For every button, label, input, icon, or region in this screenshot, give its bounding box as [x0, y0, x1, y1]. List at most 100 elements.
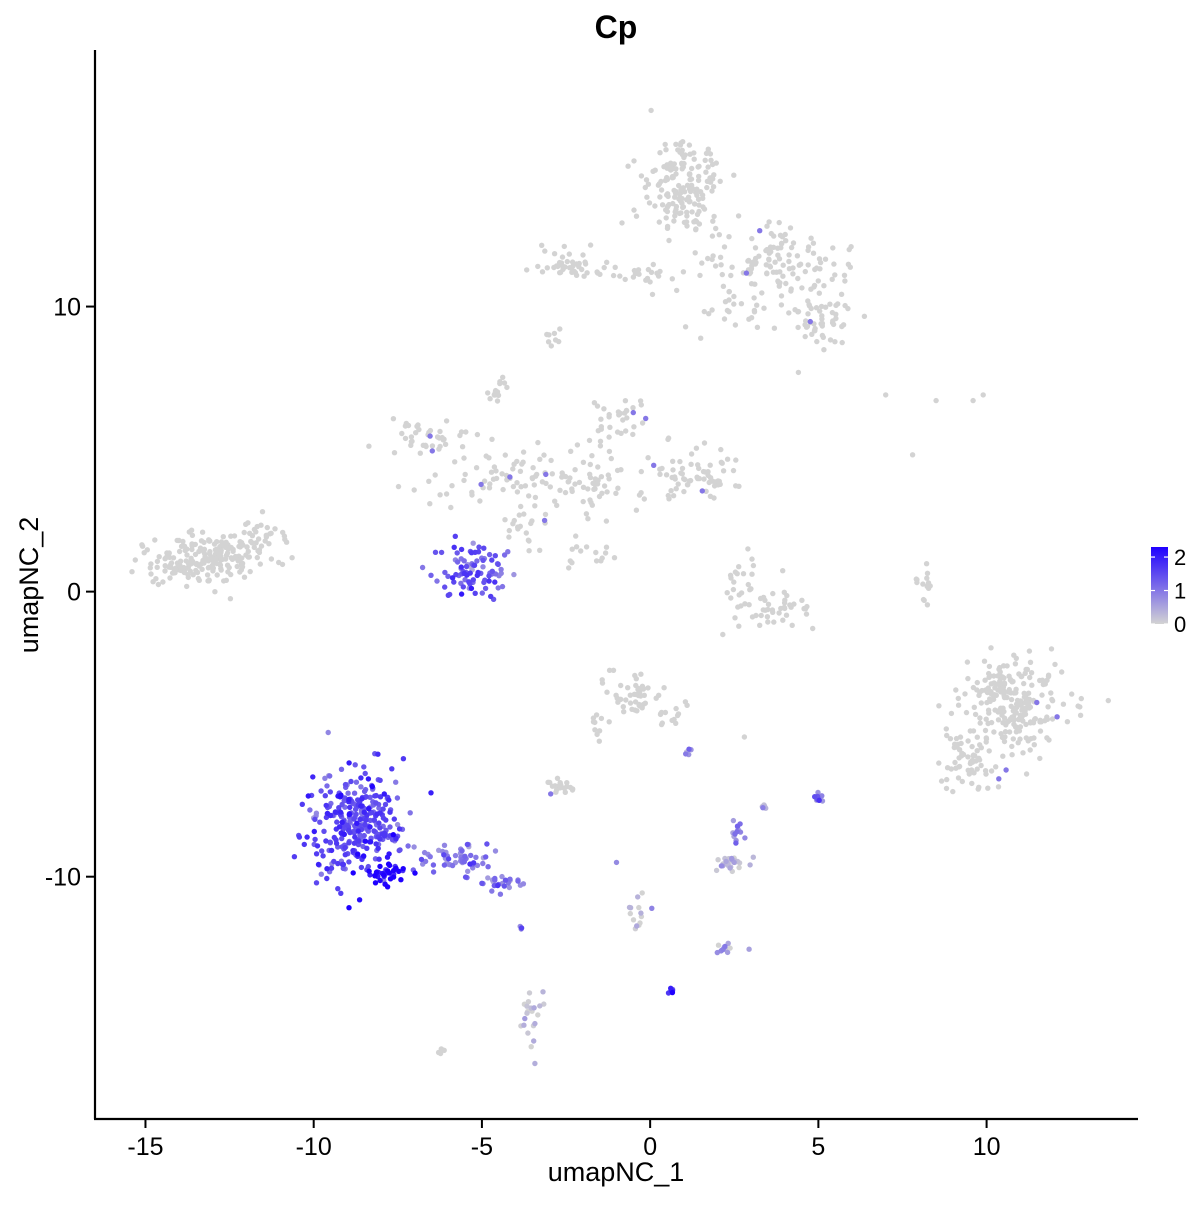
cell-point — [709, 256, 715, 263]
cell-point — [981, 658, 988, 664]
cell-point — [730, 817, 737, 824]
cell-point — [449, 575, 456, 581]
cell-point — [795, 308, 802, 315]
cell-point — [460, 584, 466, 590]
cell-point — [495, 882, 501, 889]
cell-point — [520, 459, 526, 465]
cell-point — [596, 493, 603, 500]
cell-point — [237, 556, 243, 562]
cell-point — [364, 845, 370, 851]
cell-point — [1027, 704, 1034, 710]
cell-point — [673, 141, 679, 147]
cell-point — [531, 482, 537, 488]
cell-point — [748, 266, 755, 272]
cell-point — [548, 343, 554, 349]
cell-point — [642, 700, 648, 706]
cell-point — [490, 476, 497, 482]
cell-point — [1001, 738, 1008, 745]
cell-point — [613, 859, 620, 866]
cell-point — [223, 552, 230, 558]
cell-point — [692, 250, 698, 256]
cell-point — [526, 990, 533, 996]
cell-point — [629, 706, 635, 712]
cell-point — [657, 150, 663, 156]
cell-point — [588, 499, 594, 506]
cell-point — [699, 260, 705, 266]
cell-point — [965, 738, 971, 744]
cell-point — [701, 476, 707, 482]
cell-point — [258, 543, 265, 549]
cell-point — [452, 852, 459, 859]
cell-point — [731, 172, 737, 178]
cell-point — [462, 874, 469, 880]
cell-point — [732, 322, 739, 328]
cell-point — [933, 397, 939, 404]
cell-point — [367, 817, 373, 824]
cell-point — [684, 213, 690, 219]
cell-point — [469, 489, 475, 495]
cell-point — [554, 775, 561, 781]
cell-point — [956, 764, 962, 770]
cell-point — [437, 492, 443, 498]
cell-point — [162, 556, 168, 562]
cell-point — [432, 549, 439, 555]
cell-point — [623, 697, 629, 703]
cell-point — [449, 483, 455, 489]
cell-point — [331, 834, 337, 841]
legend-tick-label: 1 — [1174, 579, 1186, 604]
cell-point — [459, 848, 465, 854]
cell-point — [567, 475, 573, 481]
cell-point — [782, 597, 788, 603]
cell-point — [696, 173, 702, 180]
cell-point — [564, 780, 570, 786]
cell-point — [322, 775, 328, 781]
cell-point — [366, 443, 372, 449]
cell-point — [731, 579, 737, 585]
cell-point — [386, 797, 392, 803]
cell-point — [312, 836, 318, 843]
cell-point — [487, 481, 493, 487]
cell-point — [764, 223, 770, 229]
cell-point — [676, 191, 683, 197]
cell-point — [614, 429, 621, 435]
cell-point — [943, 726, 949, 732]
cell-point — [474, 572, 480, 579]
cell-point — [620, 704, 626, 710]
cell-point — [442, 569, 448, 576]
cell-point — [346, 796, 352, 803]
cell-point — [402, 435, 409, 442]
cell-point — [1045, 704, 1051, 710]
cell-point — [332, 809, 339, 815]
cell-point — [663, 215, 669, 221]
cell-point — [680, 269, 687, 275]
cell-point — [380, 806, 386, 812]
cell-point — [689, 209, 695, 215]
cell-point — [386, 870, 392, 876]
cell-point — [687, 151, 693, 157]
cell-point — [779, 234, 786, 240]
cell-point — [458, 591, 465, 597]
cell-point — [644, 194, 650, 200]
cell-point — [695, 196, 702, 202]
cell-point — [688, 461, 694, 467]
cell-point — [551, 251, 558, 257]
cell-point — [810, 625, 816, 632]
cell-point — [627, 910, 633, 917]
cell-point — [454, 550, 460, 556]
points-layer — [129, 107, 1112, 1067]
cell-point — [657, 471, 663, 477]
cell-point — [972, 711, 979, 718]
cell-point — [679, 166, 685, 172]
cell-point — [537, 1003, 543, 1009]
cell-point — [759, 290, 765, 296]
cell-point — [442, 584, 448, 590]
cell-point — [427, 854, 433, 860]
cell-point — [492, 553, 498, 559]
cell-point — [661, 685, 667, 691]
cell-point — [592, 486, 598, 492]
cell-point — [445, 573, 451, 579]
cell-point — [969, 743, 975, 750]
cell-point — [569, 546, 575, 552]
cell-point — [495, 561, 501, 568]
cell-point — [400, 866, 406, 872]
